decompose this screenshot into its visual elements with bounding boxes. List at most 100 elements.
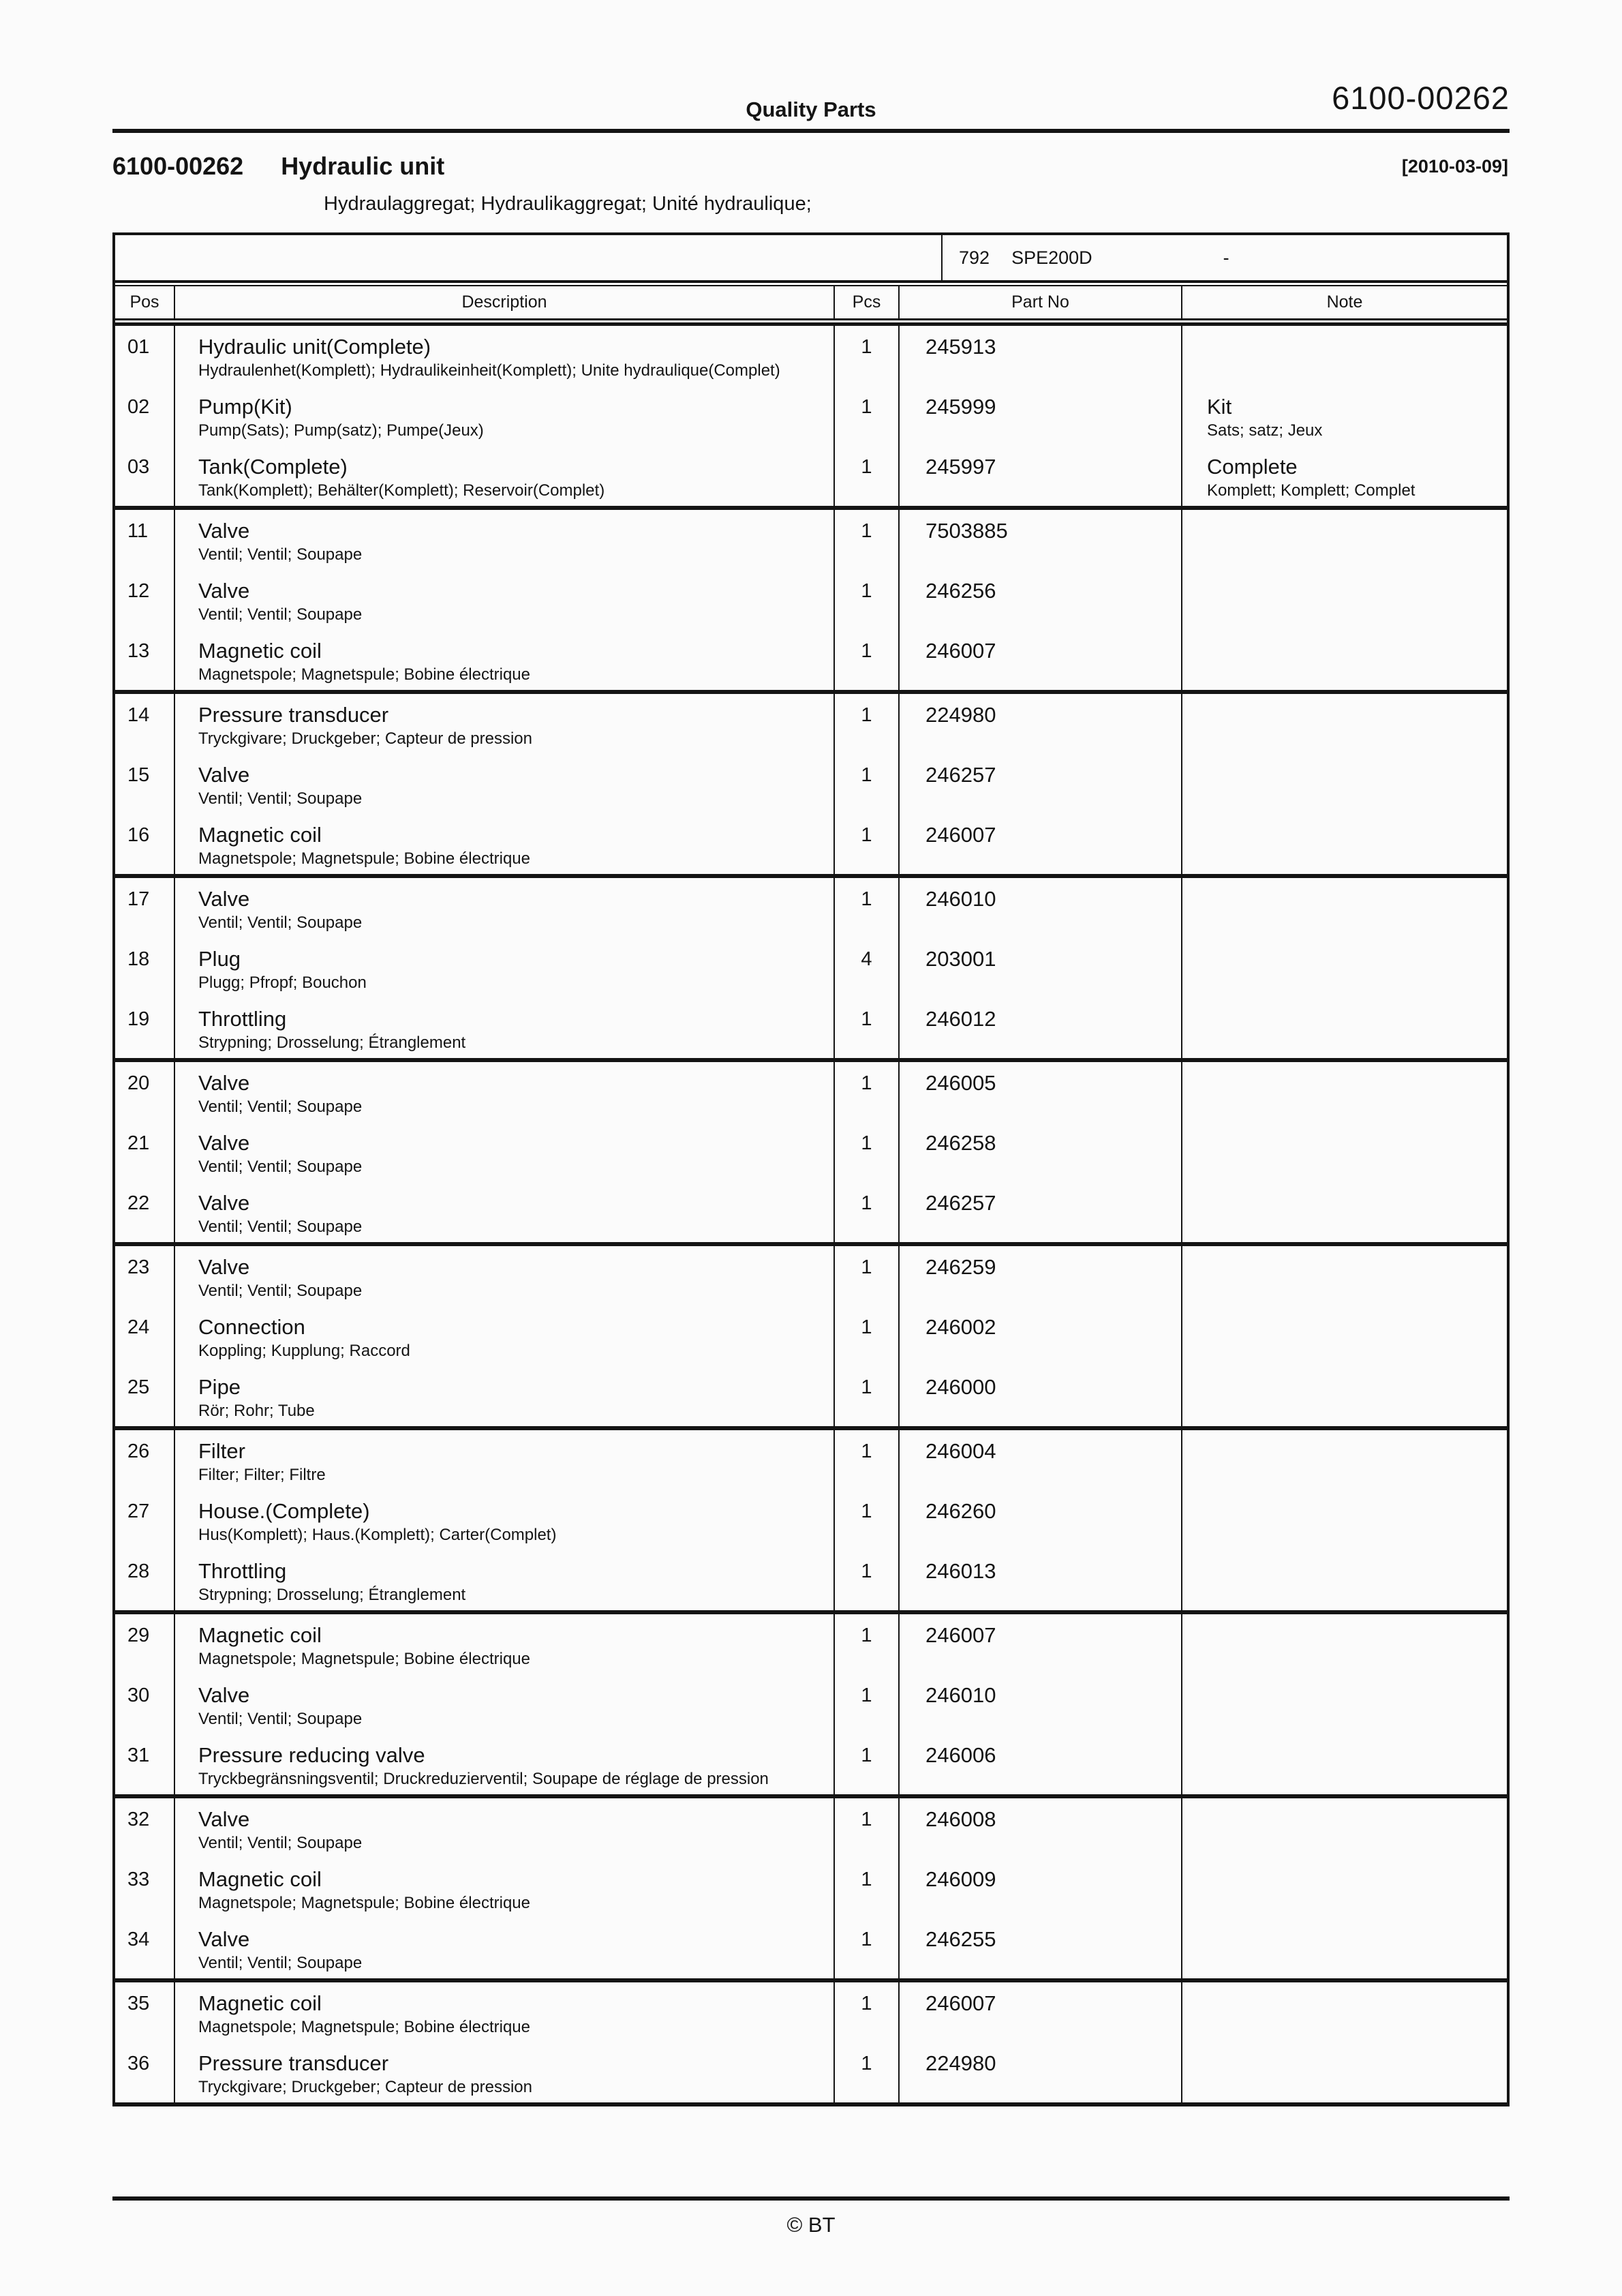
description-cell: Hydraulic unit(Complete) Hydraulenhet(Kom…	[175, 326, 835, 386]
pos-cell: 17	[115, 878, 175, 938]
note-cell	[1182, 814, 1507, 874]
table-row: 11 Valve Ventil; Ventil; Soupape 1 7503885	[115, 510, 1507, 570]
description: House.(Complete)	[198, 1499, 370, 1523]
description-translations: Magnetspole; Magnetspule; Bobine électri…	[198, 1894, 530, 1912]
description-translations: Tryckgivare; Druckgeber; Capteur de pres…	[198, 2078, 532, 2096]
description-translations: Hydraulenhet(Komplett); Hydraulikeinheit…	[198, 361, 780, 380]
description-translations: Ventil; Ventil; Soupape	[198, 605, 363, 624]
description-cell: Tank(Complete) Tank(Komplett); Behälter(K…	[175, 446, 835, 506]
note-cell	[1182, 1490, 1507, 1550]
table-row: 03 Tank(Complete) Tank(Komplett); Behälter…	[115, 446, 1507, 506]
note-cell	[1182, 1918, 1507, 1978]
description-cell: Pressure transducer Tryckgivare; Druckgeb…	[175, 694, 835, 754]
pos-cell: 27	[115, 1490, 175, 1550]
note: Kit	[1207, 395, 1232, 419]
note-cell	[1182, 1858, 1507, 1918]
model-dash: -	[1223, 247, 1229, 268]
pcs-cell: 1	[835, 1246, 900, 1306]
pos-cell: 19	[115, 998, 175, 1058]
description: Connection	[198, 1315, 305, 1339]
pcs-cell: 1	[835, 1430, 900, 1490]
pos-cell: 23	[115, 1246, 175, 1306]
pcs-cell: 4	[835, 938, 900, 998]
table-row: 30 Valve Ventil; Ventil; Soupape 1 246010	[115, 1674, 1507, 1734]
parts-group: 17 Valve Ventil; Ventil; Soupape 1 246010 18…	[115, 874, 1507, 1058]
description: Magnetic coil	[198, 1867, 322, 1891]
table-row: 12 Valve Ventil; Ventil; Soupape 1 246256	[115, 570, 1507, 630]
part-no-cell: 246007	[900, 814, 1182, 874]
pcs-cell: 1	[835, 446, 900, 506]
description-translations: Strypning; Drosselung; Étranglement	[198, 1586, 466, 1604]
part-no-cell: 245913	[900, 326, 1182, 386]
part-no-cell: 246258	[900, 1122, 1182, 1182]
model-code: 792	[959, 247, 990, 268]
part-no-cell: 224980	[900, 2042, 1182, 2102]
table-row: 35 Magnetic coil Magnetspole; Magnetspule;…	[115, 1982, 1507, 2042]
pos-cell: 15	[115, 754, 175, 814]
col-header-note: Note	[1326, 292, 1363, 312]
column-header-row: Pos Description Pcs Part No Note	[115, 285, 1507, 320]
table-row: 24 Connection Koppling; Kupplung; Raccord 1…	[115, 1306, 1507, 1366]
revision-date: [2010-03-09]	[1401, 156, 1508, 177]
table-row: 15 Valve Ventil; Ventil; Soupape 1 246257	[115, 754, 1507, 814]
description: Pressure reducing valve	[198, 1743, 425, 1767]
description-cell: Magnetic coil Magnetspole; Magnetspule; B…	[175, 814, 835, 874]
note-cell	[1182, 510, 1507, 570]
note: Complete	[1207, 455, 1298, 479]
pcs-cell: 1	[835, 1306, 900, 1366]
note-cell	[1182, 1734, 1507, 1794]
note-cell	[1182, 754, 1507, 814]
table-row: 01 Hydraulic unit(Complete) Hydraulenhet(K…	[115, 326, 1507, 386]
part-no-cell: 246257	[900, 754, 1182, 814]
part-no-cell: 246008	[900, 1798, 1182, 1858]
description-translations: Hus(Komplett); Haus.(Komplett); Carter(C…	[198, 1526, 557, 1544]
description-cell: Valve Ventil; Ventil; Soupape	[175, 1674, 835, 1734]
note-cell	[1182, 1366, 1507, 1426]
pos-cell: 02	[115, 386, 175, 446]
description-translations: Ventil; Ventil; Soupape	[198, 1098, 363, 1116]
copyright: © BT	[786, 2213, 836, 2237]
description-translations: Plugg; Pfropf; Bouchon	[198, 973, 367, 992]
model-header-empty-cell	[115, 235, 943, 280]
parts-group: 32 Valve Ventil; Ventil; Soupape 1 246008 33…	[115, 1794, 1507, 1978]
part-no-cell: 224980	[900, 694, 1182, 754]
note-cell	[1182, 2042, 1507, 2102]
description: Throttling	[198, 1007, 287, 1031]
pcs-cell: 1	[835, 1062, 900, 1122]
part-no-cell: 246257	[900, 1182, 1182, 1242]
table-row: 20 Valve Ventil; Ventil; Soupape 1 246005	[115, 1062, 1507, 1122]
table-row: 23 Valve Ventil; Ventil; Soupape 1 246259	[115, 1246, 1507, 1306]
description-cell: Pipe Rör; Rohr; Tube	[175, 1366, 835, 1426]
note-cell	[1182, 1430, 1507, 1490]
pcs-cell: 1	[835, 1798, 900, 1858]
description: Magnetic coil	[198, 1623, 322, 1647]
description-translations: Ventil; Ventil; Soupape	[198, 913, 363, 932]
note-cell: Complete Komplett; Komplett; Complet	[1182, 446, 1507, 506]
pcs-cell: 1	[835, 1858, 900, 1918]
description-cell: Magnetic coil Magnetspole; Magnetspule; B…	[175, 1982, 835, 2042]
pos-cell: 29	[115, 1614, 175, 1674]
description-cell: Valve Ventil; Ventil; Soupape	[175, 510, 835, 570]
part-no-cell: 7503885	[900, 510, 1182, 570]
description-translations: Ventil; Ventil; Soupape	[198, 1158, 363, 1176]
description: Throttling	[198, 1559, 287, 1583]
description: Pump(Kit)	[198, 395, 292, 419]
note-translations: Komplett; Komplett; Complet	[1207, 481, 1416, 500]
description-cell: Magnetic coil Magnetspole; Magnetspule; B…	[175, 630, 835, 690]
part-no-cell: 246013	[900, 1550, 1182, 1610]
parts-group: 01 Hydraulic unit(Complete) Hydraulenhet(K…	[115, 326, 1507, 506]
title-translations: Hydraulaggregat; Hydraulikaggregat; Unit…	[324, 193, 812, 215]
pos-cell: 22	[115, 1182, 175, 1242]
model-header-row: 792 SPE200D -	[115, 235, 1507, 283]
description: Magnetic coil	[198, 823, 322, 847]
table-row: 21 Valve Ventil; Ventil; Soupape 1 246258	[115, 1122, 1507, 1182]
pos-cell: 21	[115, 1122, 175, 1182]
model-header-cell: 792 SPE200D -	[943, 235, 1507, 280]
pcs-cell: 1	[835, 1550, 900, 1610]
col-header-description: Description	[175, 286, 835, 318]
description-cell: Valve Ventil; Ventil; Soupape	[175, 754, 835, 814]
pcs-cell: 1	[835, 510, 900, 570]
note-cell	[1182, 1614, 1507, 1674]
pos-cell: 36	[115, 2042, 175, 2102]
pcs-cell: 1	[835, 754, 900, 814]
